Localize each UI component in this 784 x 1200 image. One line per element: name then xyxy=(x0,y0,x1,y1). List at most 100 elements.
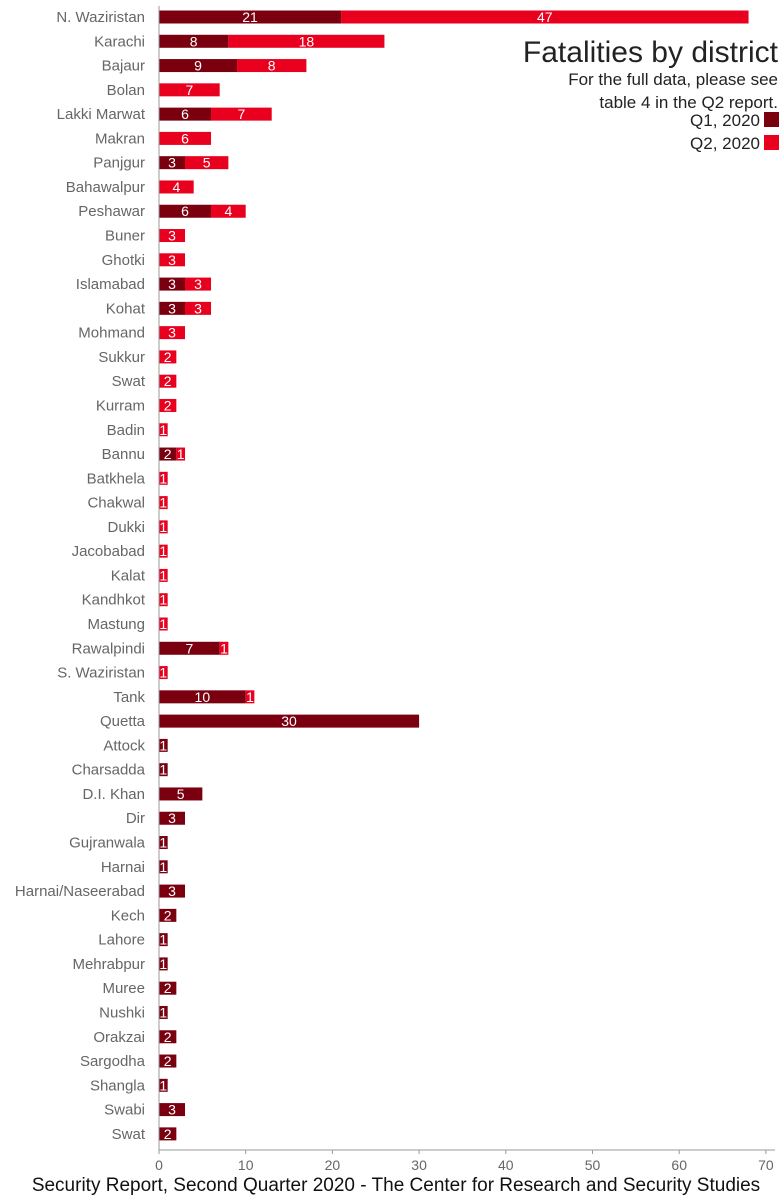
category-label-mehrabpur: Mehrabpur xyxy=(72,956,145,973)
x-tick-label-60: 60 xyxy=(671,1157,687,1173)
x-tick-label-20: 20 xyxy=(325,1157,341,1173)
bar-label-q1-charsadda: 1 xyxy=(159,762,167,778)
bar-q2-bahawalpur xyxy=(159,180,194,194)
category-label-mastung: Mastung xyxy=(87,616,145,633)
bar-label-q1-kech: 2 xyxy=(164,907,172,923)
x-axis: 0 10 20 30 40 50 60 70 xyxy=(155,6,775,1173)
bar-label-q2-buner: 3 xyxy=(168,228,176,244)
category-label-bajaur: Bajaur xyxy=(102,58,145,75)
legend: Q1, 2020 Q2, 2020 xyxy=(690,111,779,153)
category-label-chakwal: Chakwal xyxy=(87,495,145,512)
bar-q2-ghotki xyxy=(159,253,186,267)
bar-label-q2-kurram: 2 xyxy=(164,397,172,413)
bar-label-q1-orakzai: 2 xyxy=(164,1029,172,1045)
bar-q1-kohat xyxy=(159,301,186,315)
category-label-gujranwala: Gujranwala xyxy=(69,835,146,852)
bar-label-q2-bahawalpur: 4 xyxy=(172,179,180,195)
bar-label-q1-n-waziristan: 21 xyxy=(242,9,258,25)
category-label-orakzai: Orakzai xyxy=(93,1029,145,1046)
bar-q2-buner xyxy=(159,229,186,243)
bar-label-q2-jacobabad: 1 xyxy=(159,543,167,559)
source-caption: Security Report, Second Quarter 2020 - T… xyxy=(32,1175,760,1196)
bar-q2-bolan xyxy=(159,83,220,97)
category-label-jacobabad: Jacobabad xyxy=(72,543,145,560)
category-label-makran: Makran xyxy=(95,130,145,147)
category-label-kandhkot: Kandhkot xyxy=(82,592,146,609)
category-label-kalat: Kalat xyxy=(111,567,146,584)
bar-label-q1-harnai: 1 xyxy=(159,859,167,875)
bar-label-q1-mehrabpur: 1 xyxy=(159,956,167,972)
x-tick-label-70: 70 xyxy=(758,1157,774,1173)
bar-q1-sargodha xyxy=(159,1054,177,1068)
bar-q1-swabi xyxy=(159,1103,186,1117)
bar-q1-attock xyxy=(159,738,168,752)
bar-q1-panjgur xyxy=(159,156,186,170)
bar-label-q2-s-waziristan: 1 xyxy=(159,665,167,681)
bar-q2-mohmand xyxy=(159,326,186,340)
bar-label-q2-sukkur: 2 xyxy=(164,349,172,365)
bar-label-q2-karachi: 18 xyxy=(299,33,315,49)
bar-label-q1-d-i-khan: 5 xyxy=(177,786,185,802)
category-label-lahore: Lahore xyxy=(98,932,145,949)
bar-q1-d-i-khan xyxy=(159,787,203,801)
bar-label-q2-kalat: 1 xyxy=(159,567,167,583)
chart-subtitle-line-2: table 4 in the Q2 report. xyxy=(599,93,778,112)
category-label-swat: Swat xyxy=(112,373,146,390)
bar-q2-kurram xyxy=(159,398,177,412)
bar-q2-jacobabad xyxy=(159,544,168,558)
bar-q2-mastung xyxy=(159,617,168,631)
bar-q2-sukkur xyxy=(159,350,177,364)
bar-q1-shangla xyxy=(159,1078,168,1092)
bar-label-q2-makran: 6 xyxy=(181,130,189,146)
bar-label-q2-n-waziristan: 47 xyxy=(537,9,553,25)
bar-label-q1-lakki-marwat: 6 xyxy=(181,106,189,122)
category-label-mohmand: Mohmand xyxy=(78,325,145,342)
category-label-charsadda: Charsadda xyxy=(72,762,146,779)
category-label-kurram: Kurram xyxy=(96,397,145,414)
category-label-buner: Buner xyxy=(105,228,145,245)
category-label-muree: Muree xyxy=(102,980,145,997)
x-tick-label-40: 40 xyxy=(498,1157,514,1173)
bar-label-q2-bannu: 1 xyxy=(177,446,185,462)
bar-label-q2-mastung: 1 xyxy=(159,616,167,632)
category-label-swabi: Swabi xyxy=(104,1102,145,1119)
category-label-dukki: Dukki xyxy=(107,519,145,536)
category-label-tank: Tank xyxy=(113,689,145,706)
x-tick-label-10: 10 xyxy=(238,1157,254,1173)
bar-q2-rawalpindi xyxy=(219,641,229,655)
category-label-nushki: Nushki xyxy=(99,1004,145,1021)
bar-label-q2-lakki-marwat: 7 xyxy=(237,106,245,122)
chart-subtitle-line-1: For the full data, please see xyxy=(568,70,778,89)
bar-label-q1-lahore: 1 xyxy=(159,932,167,948)
bar-q1-rawalpindi xyxy=(159,641,220,655)
x-tick-label-30: 30 xyxy=(411,1157,427,1173)
category-label-sargodha: Sargodha xyxy=(80,1053,146,1070)
bar-q2-lakki-marwat xyxy=(211,107,272,121)
bar-label-q2-panjgur: 5 xyxy=(203,155,211,171)
bar-q1-peshawar xyxy=(159,204,212,218)
bar-q1-tank xyxy=(159,690,246,704)
bar-q2-bannu xyxy=(176,447,186,461)
chart-title: Fatalities by district xyxy=(523,36,779,69)
bar-q2-dukki xyxy=(159,520,168,534)
bar-label-q1-shangla: 1 xyxy=(159,1077,167,1093)
bar-label-q1-bannu: 2 xyxy=(164,446,172,462)
category-label-dir: Dir xyxy=(126,810,145,827)
category-label-bannu: Bannu xyxy=(102,446,145,463)
category-label-rawalpindi: Rawalpindi xyxy=(72,640,145,657)
category-label-harnai: Harnai xyxy=(101,859,145,876)
bar-q2-badin xyxy=(159,423,168,437)
bar-q2-bajaur xyxy=(237,59,307,73)
bar-q1-n-waziristan xyxy=(159,10,342,24)
bar-label-q2-dukki: 1 xyxy=(159,519,167,535)
bar-q2-tank xyxy=(245,690,255,704)
bar-q2-kalat xyxy=(159,568,168,582)
bar-q1-karachi xyxy=(159,34,229,48)
category-label-batkhela: Batkhela xyxy=(87,470,146,487)
bar-label-q1-swabi: 3 xyxy=(168,1102,176,1118)
bar-label-q1-kohat: 3 xyxy=(168,300,176,316)
bar-q1-dir xyxy=(159,811,186,825)
bar-q1-orakzai xyxy=(159,1030,177,1044)
category-label-ghotki: Ghotki xyxy=(102,252,145,269)
